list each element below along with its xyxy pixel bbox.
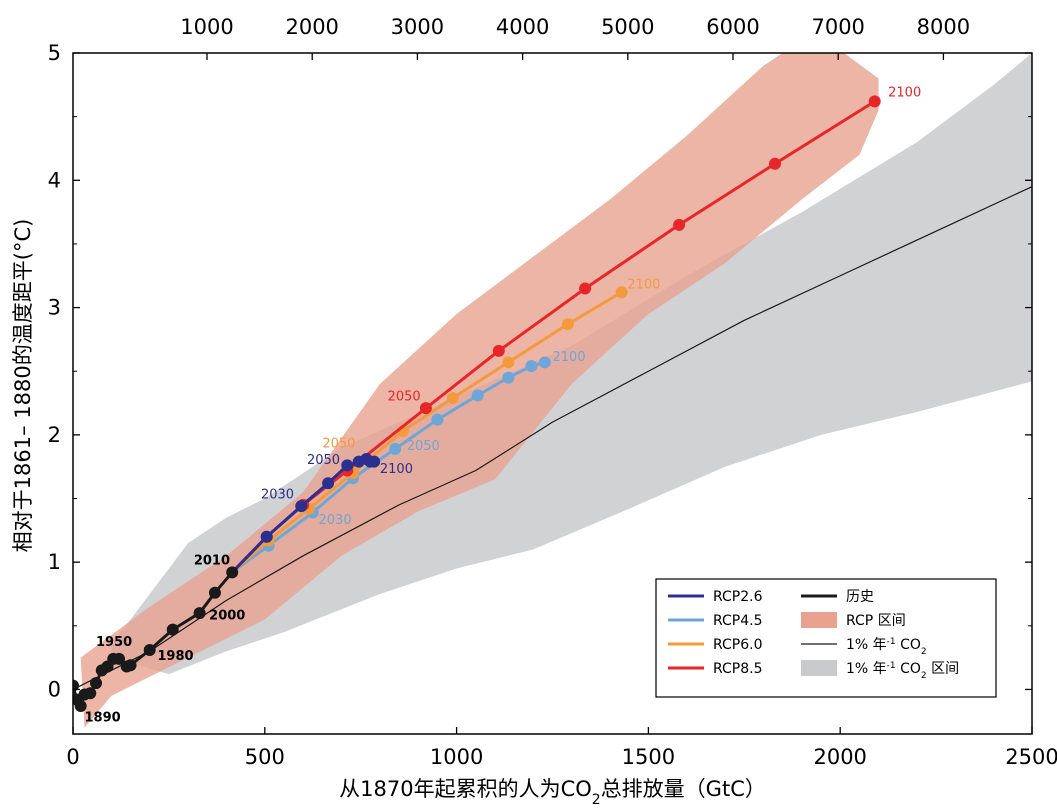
data-point-rcp45: [525, 360, 538, 373]
year-label: 1980: [157, 649, 193, 664]
top-tick-label: 5000: [601, 15, 654, 39]
x-tick-label: 0: [66, 745, 79, 769]
data-point-rcp85: [492, 344, 505, 357]
data-point-rcp85: [673, 218, 686, 231]
data-point-rcp45: [538, 356, 551, 369]
legend-label: 历史: [846, 589, 874, 605]
legend-label-sub: 2: [921, 671, 927, 681]
y-tick-label: 2: [48, 423, 61, 447]
data-point-rcp85: [419, 402, 432, 415]
top-tick-label: 6000: [706, 15, 759, 39]
top-tick-label: 2000: [285, 15, 338, 39]
year-label: 2050: [322, 437, 355, 452]
data-point-rcp26: [260, 530, 273, 543]
year-label: 2050: [388, 390, 421, 405]
year-label: 2030: [319, 513, 352, 528]
legend-label-part: CO: [896, 661, 921, 677]
legend-label-part: 1% 年: [846, 637, 887, 653]
data-point-rcp60: [561, 318, 574, 331]
top-tick-label: 1000: [180, 15, 233, 39]
y-tick-label: 0: [48, 677, 61, 701]
legend-label: RCP4.5: [713, 613, 763, 629]
data-point-historical: [166, 623, 179, 636]
legend-label-sup: -1: [887, 661, 896, 671]
data-point-rcp45: [431, 413, 444, 426]
data-point-historical: [84, 687, 97, 700]
legend-swatch: [801, 660, 837, 676]
year-label: 2010: [194, 554, 230, 569]
legend-box: [655, 578, 997, 698]
legend-label-part: 1% 年: [846, 661, 887, 677]
data-point-rcp85: [579, 282, 592, 295]
year-label: 1890: [85, 710, 121, 725]
series-line-rcp45: [231, 360, 546, 574]
y-tick-label: 3: [48, 296, 61, 320]
y-tick-label: 4: [48, 168, 61, 192]
legend-label: RCP2.6: [713, 589, 763, 605]
data-point-rcp60: [446, 391, 459, 404]
top-tick-label: 4000: [496, 15, 549, 39]
legend-label: 1% 年-1 CO2 区间: [846, 661, 959, 681]
data-point-rcp85: [768, 157, 781, 170]
x-axis-title: 从1870年起累积的人为CO2总排放量（GtC）: [339, 777, 766, 808]
legend-label-sup: -1: [887, 637, 896, 647]
legend-label: 1% 年-1 CO2: [846, 637, 927, 657]
legend-label: RCP8.5: [713, 661, 763, 677]
legend-swatch: [801, 612, 837, 628]
data-point-historical: [113, 652, 126, 665]
data-point-rcp45: [502, 371, 515, 384]
y-tick-label: 1: [48, 550, 61, 574]
data-point-rcp45: [471, 389, 484, 402]
legend-label-part: CO: [896, 637, 921, 653]
top-tick-label: 3000: [391, 15, 444, 39]
year-label: 2100: [888, 85, 921, 100]
year-label: 2050: [407, 439, 440, 454]
x-tick-label: 2000: [813, 745, 866, 769]
top-tick-label: 8000: [917, 15, 970, 39]
year-label: 2100: [627, 277, 660, 292]
data-point-rcp60: [502, 356, 515, 369]
x-tick-label: 500: [245, 745, 285, 769]
data-point-historical: [124, 659, 137, 672]
data-point-rcp45: [389, 442, 402, 455]
data-point-rcp26: [368, 455, 381, 468]
x-tick-label: 1000: [430, 745, 483, 769]
x-tick-label: 2500: [1005, 745, 1057, 769]
top-tick-label: 7000: [811, 15, 864, 39]
x-axis-title-part: 总排放量（GtC）: [601, 777, 766, 801]
y-axis-title: 相对于1861– 1880的温度距平(°C): [11, 219, 35, 553]
data-point-rcp26: [295, 500, 308, 513]
data-point-rcp85: [868, 95, 881, 108]
data-point-historical: [193, 607, 206, 620]
year-label: 2100: [553, 350, 586, 365]
year-label: 2050: [307, 453, 340, 468]
data-point-historical: [208, 586, 221, 599]
data-point-rcp60: [615, 286, 628, 299]
data-point-rcp26: [341, 459, 354, 472]
x-axis-title-part: 从1870年起累积的人为CO: [339, 777, 592, 801]
x-axis-title-sub: 2: [592, 792, 601, 808]
legend-label-sub: 2: [921, 647, 927, 657]
data-point-historical: [74, 699, 87, 712]
legend-label: RCP6.0: [713, 637, 763, 653]
year-label: 2100: [380, 462, 413, 477]
year-label: 2030: [261, 488, 294, 503]
legend-label: RCP 区间: [846, 613, 906, 629]
plot-area: 1950 1890 1980 2000 2010 2030 2050 2100 2030 2050…: [73, 53, 1032, 728]
legend-label-part: 区间: [927, 661, 959, 677]
series-line-onepct: [73, 186, 1032, 690]
y-tick-label: 5: [48, 41, 61, 65]
x-tick-label: 1500: [622, 745, 675, 769]
data-point-historical: [90, 677, 103, 690]
data-point-historical: [226, 566, 239, 579]
plot-frame: [72, 52, 1033, 735]
data-point-rcp26: [322, 477, 335, 490]
year-label: 1950: [96, 635, 132, 650]
year-label: 2000: [209, 608, 245, 623]
data-point-historical: [73, 679, 79, 692]
data-point-historical: [143, 643, 156, 656]
